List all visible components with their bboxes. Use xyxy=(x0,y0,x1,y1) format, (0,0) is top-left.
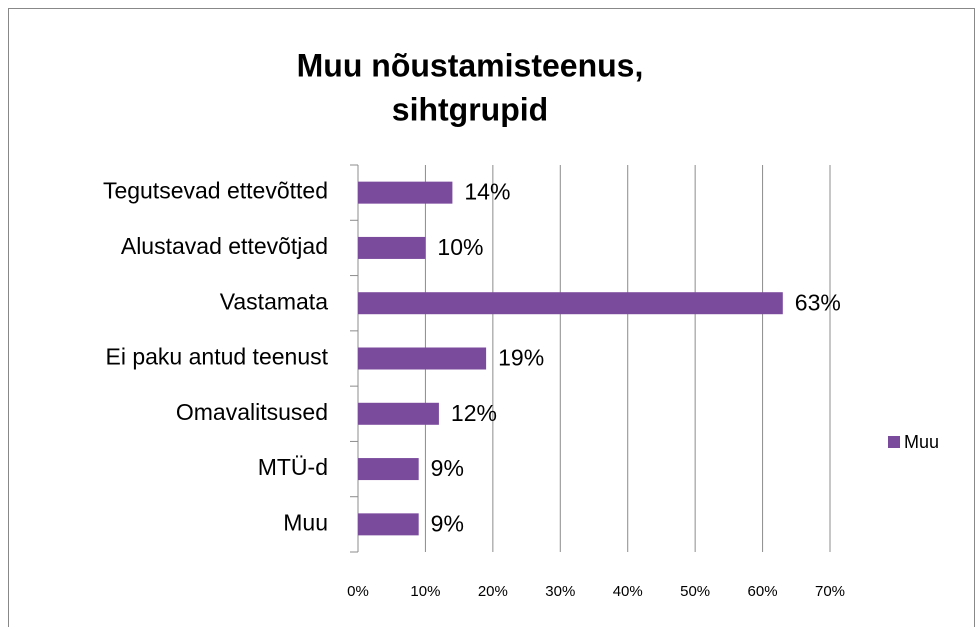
chart-title: sihtgrupid xyxy=(392,91,548,127)
data-label: 10% xyxy=(437,234,483,260)
y-tick-label: Alustavad ettevõtjad xyxy=(121,233,328,259)
x-tick-label: 20% xyxy=(478,583,508,600)
chart-title: Muu nõustamisteenus, xyxy=(297,47,644,83)
x-tick-label: 0% xyxy=(347,583,369,600)
data-label: 12% xyxy=(451,400,497,426)
data-label: 9% xyxy=(431,510,464,536)
x-tick-label: 30% xyxy=(545,583,575,600)
bar xyxy=(358,292,783,315)
data-label: 9% xyxy=(431,455,464,481)
data-label: 19% xyxy=(498,345,544,371)
legend-label: Muu xyxy=(904,432,939,452)
bar xyxy=(358,513,419,536)
x-tick-label: 40% xyxy=(613,583,643,600)
y-tick-label: MTÜ-d xyxy=(258,454,328,480)
bar xyxy=(358,458,419,481)
x-tick-label: 60% xyxy=(748,583,778,600)
y-tick-label: Ei paku antud teenust xyxy=(106,344,329,370)
bar xyxy=(358,181,453,204)
bar xyxy=(358,402,439,425)
chart-frame xyxy=(8,8,975,627)
y-tick-label: Omavalitsused xyxy=(176,399,328,425)
x-tick-label: 50% xyxy=(680,583,710,600)
data-label: 14% xyxy=(464,179,510,205)
bar xyxy=(358,347,487,370)
data-label: 63% xyxy=(795,289,841,315)
x-tick-label: 70% xyxy=(815,583,845,600)
y-tick-label: Vastamata xyxy=(220,288,328,314)
x-tick-label: 10% xyxy=(410,583,440,600)
bar xyxy=(358,236,426,259)
y-tick-label: Tegutsevad ettevõtted xyxy=(103,178,328,204)
y-tick-label: Muu xyxy=(283,509,328,535)
legend-swatch xyxy=(888,436,900,448)
